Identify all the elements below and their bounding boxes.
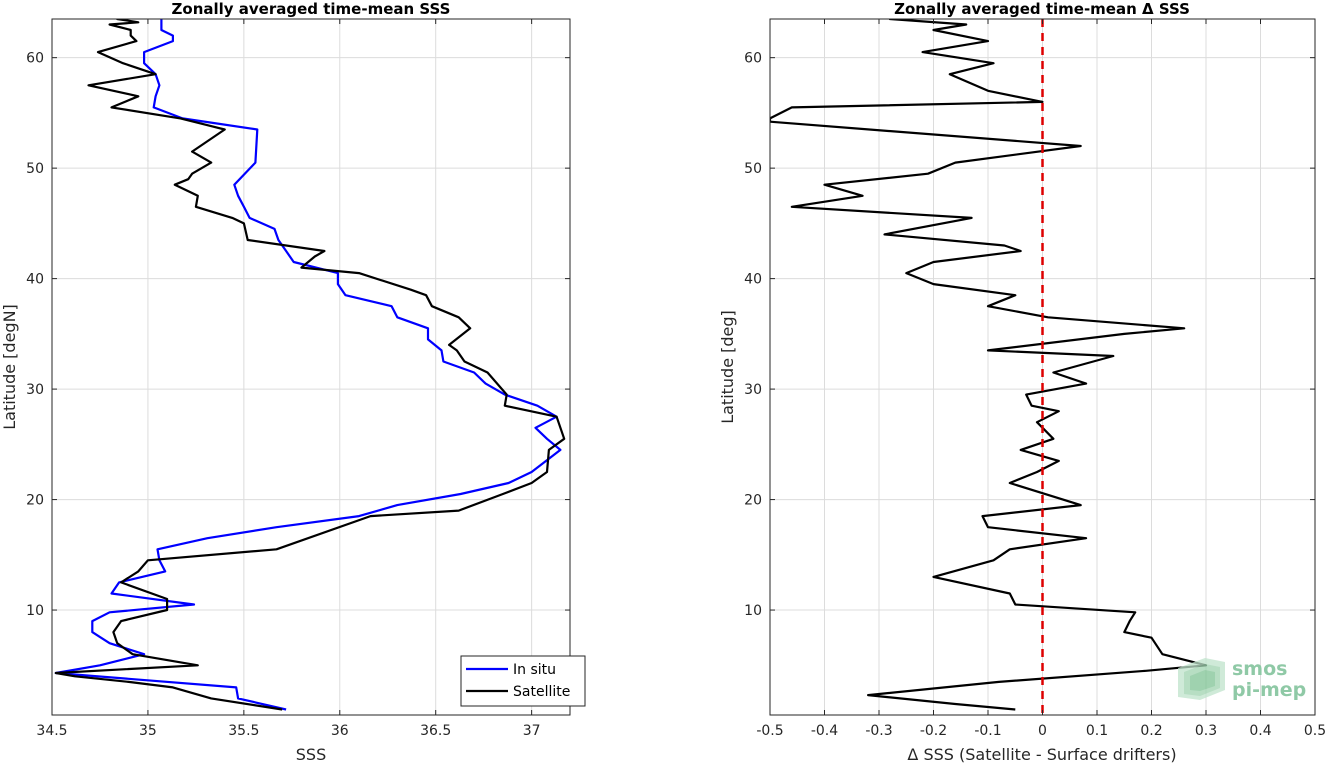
right-panel: -0.5 -0.4 -0.3 -0.2 -0.1 0 0.1 0.2 0.3 0.4 0.5 10 20… — [718, 0, 1326, 764]
left-y-tick-label: 20 — [26, 493, 44, 509]
right-chart-title: Zonally averaged time-mean Δ SSS — [894, 0, 1190, 18]
logo-mark-icon — [1178, 658, 1225, 700]
left-x-tick-label: 35 — [139, 723, 157, 739]
right-y-tick-label: 20 — [744, 493, 762, 509]
logo-line1: smos — [1232, 658, 1287, 680]
right-x-tick-label: -0.4 — [811, 723, 838, 739]
left-x-tick-label: 35.5 — [228, 723, 259, 739]
left-x-tick-label: 34.5 — [36, 723, 67, 739]
right-y-tick-label: 40 — [744, 272, 762, 288]
right-x-tick-label: -0.1 — [974, 723, 1001, 739]
right-x-tick-label: 0.5 — [1304, 723, 1326, 739]
right-x-tick-label: 0.4 — [1249, 723, 1271, 739]
left-lines — [54, 19, 566, 711]
right-x-tick-label: 0.3 — [1195, 723, 1217, 739]
legend-box — [460, 655, 586, 707]
left-y-tick-label: 50 — [26, 161, 44, 177]
right-y-tick-label: 10 — [744, 603, 762, 619]
right-x-axis-label: Δ SSS (Satellite - Surface drifters) — [907, 745, 1176, 764]
left-y-tick-label: 10 — [26, 603, 44, 619]
smos-pi-mep-logo: smos pi-mep — [1178, 658, 1306, 701]
left-y-tick-label: 30 — [26, 382, 44, 398]
left-series-line-satellite — [54, 19, 566, 711]
right-ticks: -0.5 -0.4 -0.3 -0.2 -0.1 0 0.1 0.2 0.3 0.4 0.5 10 20… — [744, 19, 1326, 739]
right-lines — [770, 19, 1208, 715]
right-y-tick-label: 50 — [744, 161, 762, 177]
logo-line2: pi-mep — [1232, 679, 1306, 701]
right-series-line-0 — [770, 19, 1208, 711]
right-x-tick-label: 0.1 — [1086, 723, 1108, 739]
left-y-tick-label: 60 — [26, 51, 44, 67]
legend-satellite-label: Satellite — [513, 684, 570, 700]
right-x-tick-label: -0.5 — [756, 723, 783, 739]
left-axes-box — [51, 18, 571, 716]
right-x-tick-label: -0.2 — [920, 723, 947, 739]
left-chart-title: Zonally averaged time-mean SSS — [172, 0, 451, 18]
left-y-tick-label: 40 — [26, 272, 44, 288]
right-x-tick-label: -0.3 — [865, 723, 892, 739]
right-x-tick-label: 0.2 — [1140, 723, 1162, 739]
left-grid — [51, 19, 570, 715]
left-plot-area — [52, 19, 570, 715]
legend: In situ Satellite — [460, 655, 586, 707]
left-x-tick-label: 36.5 — [420, 723, 451, 739]
left-x-tick-label: 36 — [331, 723, 349, 739]
left-y-axis-label: Latitude [degN] — [0, 304, 19, 430]
left-x-tick-label: 37 — [523, 723, 541, 739]
left-x-axis-label: SSS — [296, 745, 326, 764]
right-y-tick-label: 30 — [744, 382, 762, 398]
left-ticks: 34.5 35 35.5 36 36.5 37 10 20 30 40 50 60 — [26, 19, 570, 739]
right-y-axis-label: Latitude [deg] — [718, 310, 737, 424]
right-y-tick-label: 60 — [744, 51, 762, 67]
right-x-tick-label: 0 — [1038, 723, 1047, 739]
left-panel: 34.5 35 35.5 36 36.5 37 10 20 30 40 50 60 Zonally a… — [0, 0, 586, 764]
legend-in-situ-label: In situ — [513, 662, 556, 678]
